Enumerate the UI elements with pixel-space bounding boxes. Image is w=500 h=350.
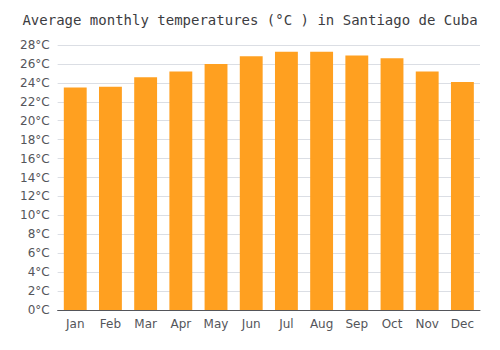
svg-text:Mar: Mar bbox=[134, 317, 157, 331]
svg-text:Jul: Jul bbox=[278, 317, 293, 331]
svg-text:2°C: 2°C bbox=[28, 284, 50, 298]
svg-text:Average monthly temperatures (: Average monthly temperatures (°C ) in Sa… bbox=[22, 12, 477, 28]
svg-text:Nov: Nov bbox=[415, 317, 438, 331]
svg-text:8°C: 8°C bbox=[28, 227, 50, 241]
svg-text:0°C: 0°C bbox=[28, 303, 50, 317]
svg-text:Feb: Feb bbox=[100, 317, 121, 331]
svg-text:26°C: 26°C bbox=[20, 57, 50, 71]
svg-text:Apr: Apr bbox=[170, 317, 191, 331]
svg-text:16°C: 16°C bbox=[20, 152, 50, 166]
svg-text:10°C: 10°C bbox=[20, 208, 50, 222]
svg-text:20°C: 20°C bbox=[20, 114, 50, 128]
svg-text:4°C: 4°C bbox=[28, 265, 50, 279]
svg-text:6°C: 6°C bbox=[28, 246, 50, 260]
svg-text:12°C: 12°C bbox=[20, 189, 50, 203]
svg-text:Jun: Jun bbox=[241, 317, 261, 331]
svg-text:Sep: Sep bbox=[346, 317, 369, 331]
svg-text:Aug: Aug bbox=[310, 317, 333, 331]
svg-text:14°C: 14°C bbox=[20, 171, 50, 185]
svg-text:28°C: 28°C bbox=[20, 38, 50, 52]
svg-text:24°C: 24°C bbox=[20, 76, 50, 90]
svg-text:Jan: Jan bbox=[65, 317, 85, 331]
svg-text:Oct: Oct bbox=[382, 317, 403, 331]
svg-text:Dec: Dec bbox=[451, 317, 474, 331]
svg-text:22°C: 22°C bbox=[20, 95, 50, 109]
svg-text:May: May bbox=[204, 317, 229, 331]
svg-text:18°C: 18°C bbox=[20, 133, 50, 147]
